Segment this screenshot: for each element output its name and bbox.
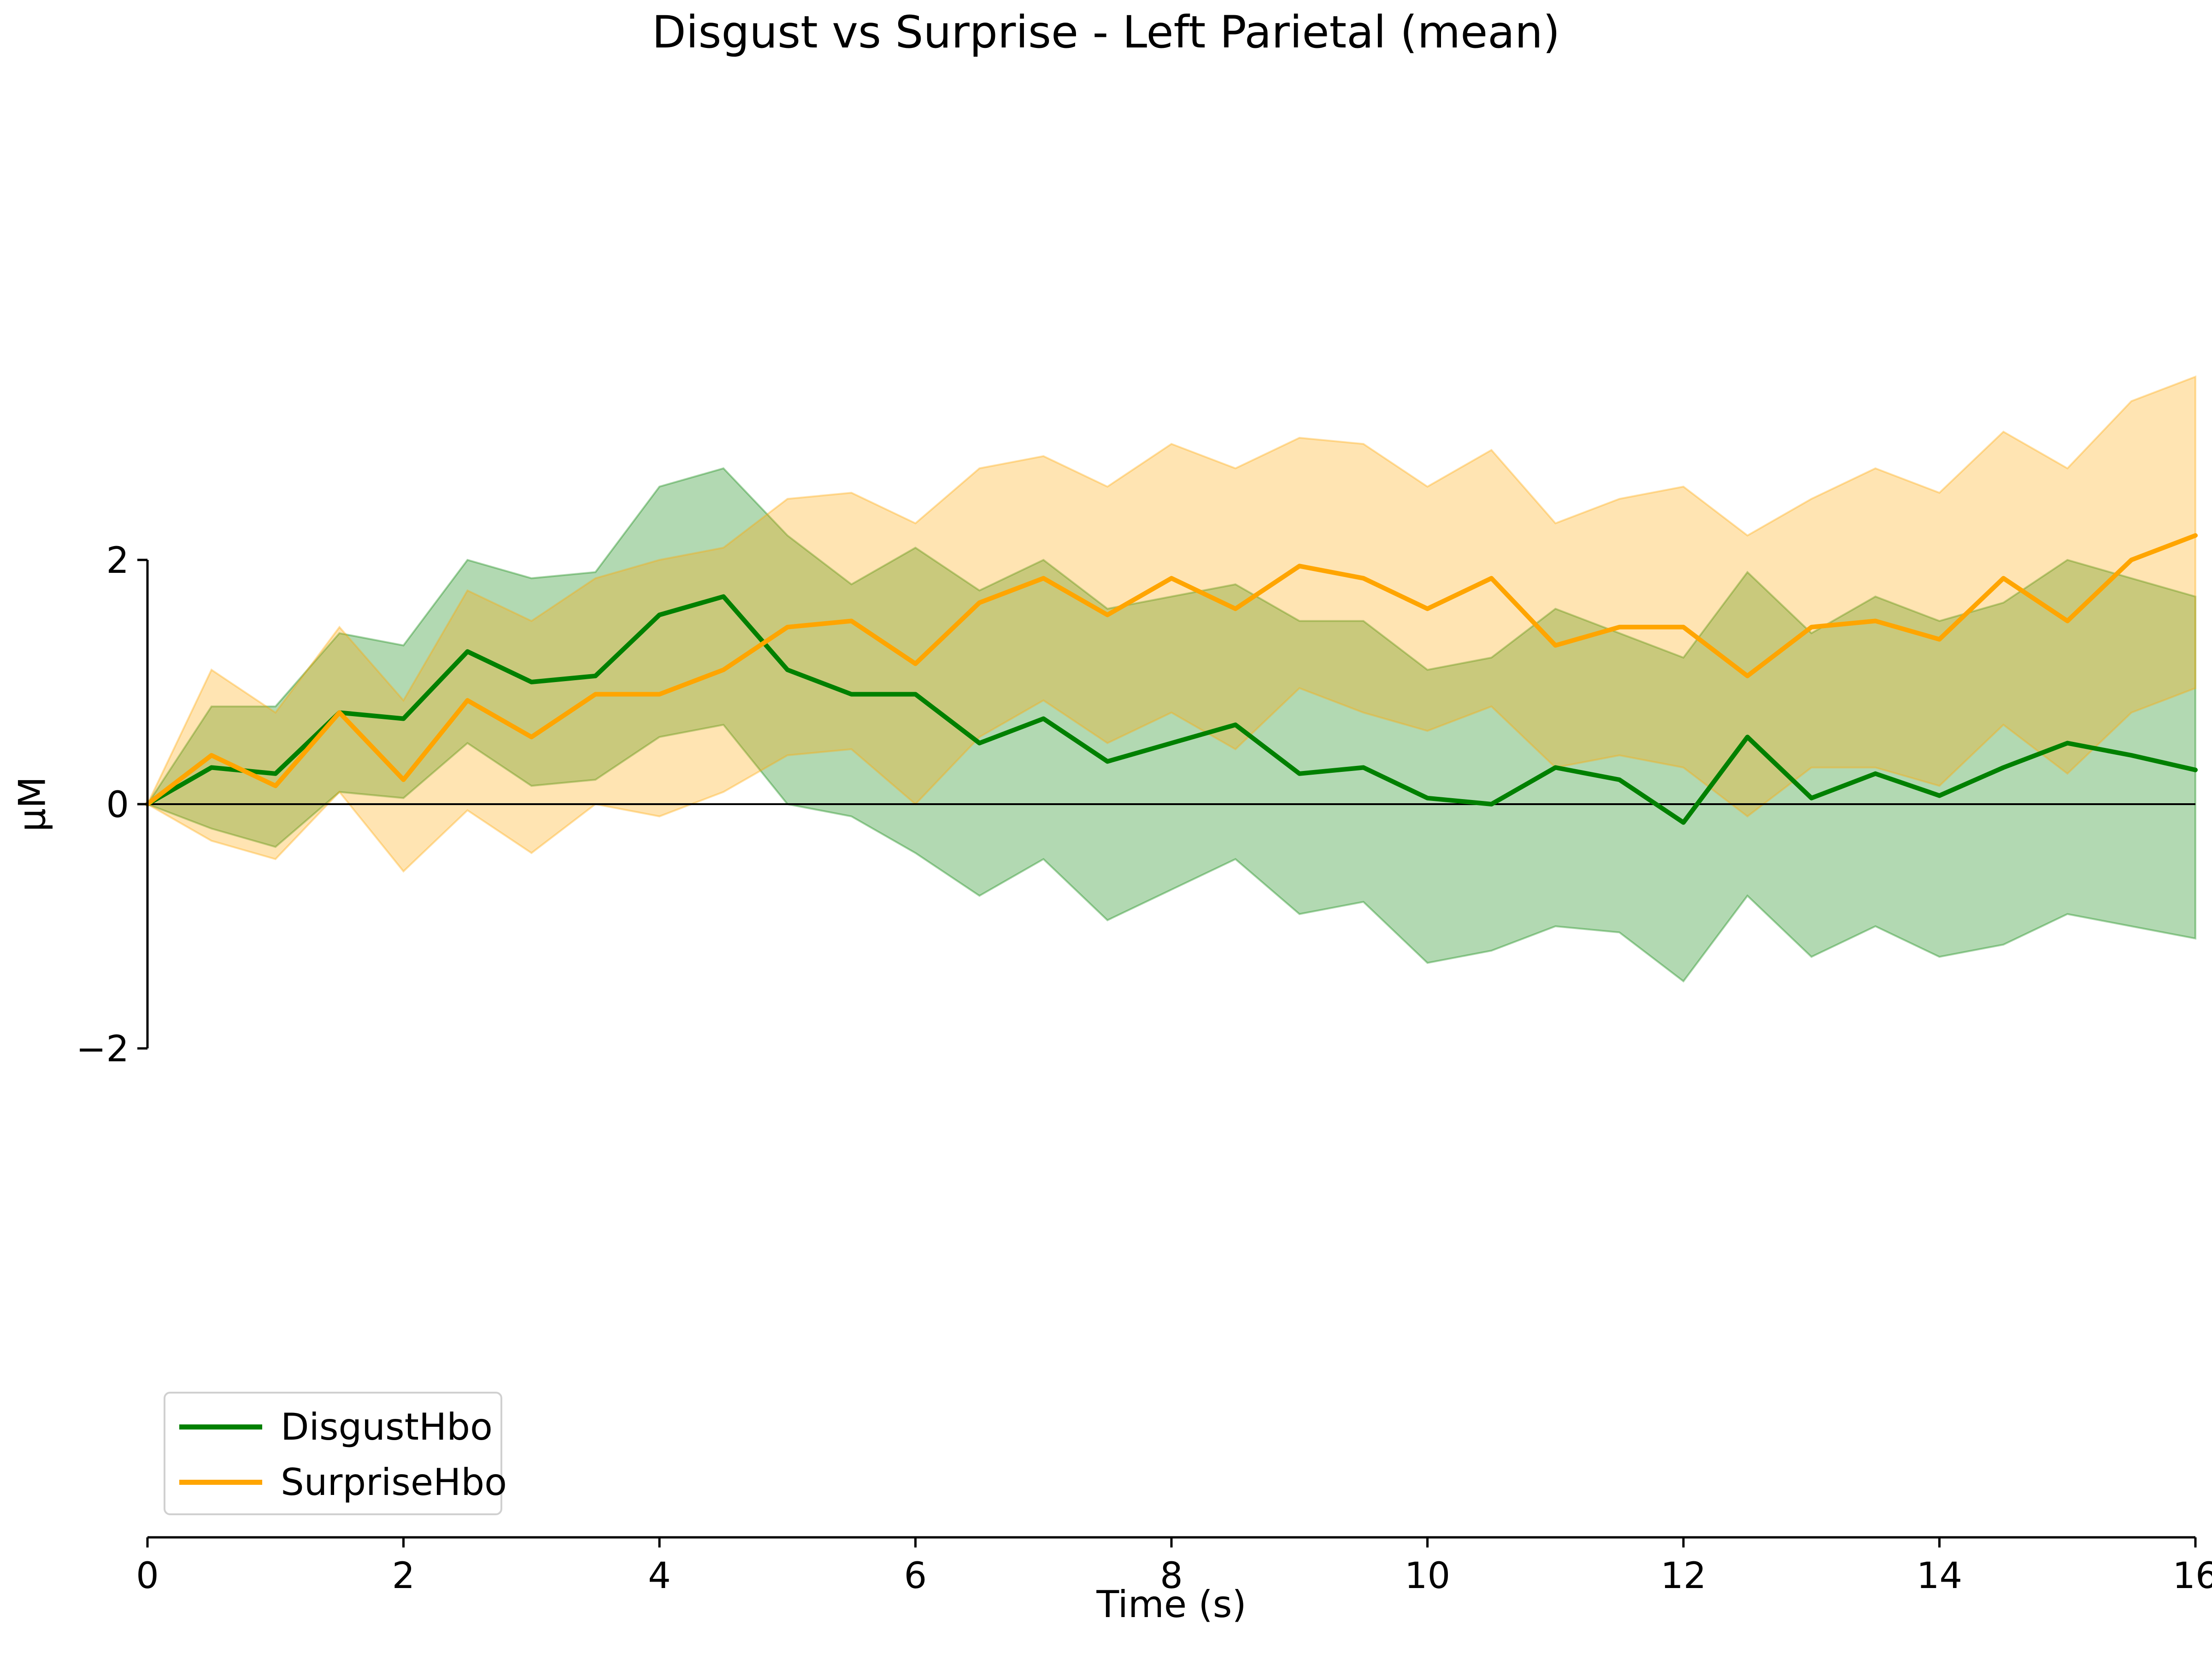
y-tick-label: −2 bbox=[76, 1029, 129, 1070]
y-tick-label: 0 bbox=[106, 784, 129, 826]
confidence-bands bbox=[146, 375, 2196, 983]
legend-item-disgust: DisgustHbo bbox=[179, 1404, 493, 1450]
legend: DisgustHbo SurpriseHbo bbox=[164, 1392, 507, 1515]
x-tick-label: 8 bbox=[1160, 1555, 1183, 1597]
legend-swatch-surprise bbox=[179, 1479, 262, 1485]
x-tick-label: 6 bbox=[904, 1555, 927, 1597]
series-line-surprisehbo bbox=[145, 533, 2198, 806]
x-tick-label: 2 bbox=[392, 1555, 415, 1597]
legend-swatch-disgust bbox=[179, 1424, 262, 1430]
x-tick-label: 14 bbox=[1917, 1555, 1962, 1597]
x-tick-label: 12 bbox=[1660, 1555, 1706, 1597]
series-line-disgusthbo bbox=[145, 594, 2198, 825]
axes: −2 0 2 0 2 4 6 8 10 12 14 16 bbox=[76, 540, 2212, 1597]
series-lines bbox=[145, 533, 2198, 825]
legend-item-surprise: SurpriseHbo bbox=[179, 1459, 507, 1505]
y-axis-label: µM bbox=[11, 777, 54, 832]
x-tick-label: 16 bbox=[2172, 1555, 2212, 1597]
y-tick-label: 2 bbox=[106, 540, 129, 582]
x-axis-label: Time (s) bbox=[1096, 1583, 1247, 1626]
x-tick-label: 10 bbox=[1405, 1555, 1450, 1597]
band-surprisehbo bbox=[146, 375, 2196, 873]
chart-title: Disgust vs Surprise - Left Parietal (mea… bbox=[652, 6, 1560, 58]
x-tick-label: 4 bbox=[648, 1555, 671, 1597]
legend-label-disgust: DisgustHbo bbox=[281, 1405, 493, 1448]
x-tick-label: 0 bbox=[136, 1555, 159, 1597]
band-disgusthbo bbox=[146, 467, 2196, 983]
legend-label-surprise: SurpriseHbo bbox=[281, 1460, 507, 1504]
